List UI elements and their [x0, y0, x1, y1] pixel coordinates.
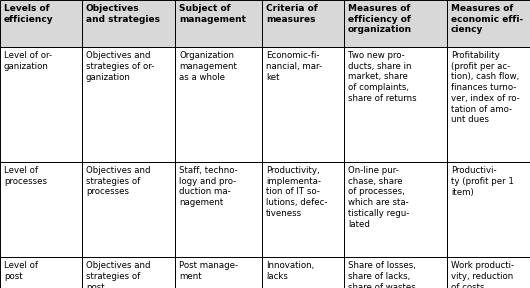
Text: Level of or-
ganization: Level of or- ganization: [4, 51, 52, 71]
Text: Objectives and
strategies of or-
ganization: Objectives and strategies of or- ganizat…: [86, 51, 154, 82]
Text: On-line pur-
chase, share
of processes,
which are sta-
tistically regu-
lated: On-line pur- chase, share of processes, …: [348, 166, 409, 229]
Bar: [0, 162, 82, 257]
Bar: [175, 162, 262, 257]
Bar: [0, 47, 82, 162]
Text: Objectives and
strategies of
post: Objectives and strategies of post: [86, 261, 151, 288]
Text: Subject of
management: Subject of management: [179, 4, 246, 24]
Text: Productivity,
implementa-
tion of IT so-
lutions, defec-
tiveness: Productivity, implementa- tion of IT so-…: [266, 166, 328, 218]
Text: Work producti-
vity, reduction
of costs: Work producti- vity, reduction of costs: [451, 261, 514, 288]
Bar: [82, 162, 175, 257]
Text: Objectives
and strategies: Objectives and strategies: [86, 4, 160, 24]
Bar: [447, 47, 530, 162]
Text: Measures of
efficiency of
organization: Measures of efficiency of organization: [348, 4, 412, 35]
Bar: [447, 257, 530, 288]
Text: Organization
management
as a whole: Organization management as a whole: [179, 51, 237, 82]
Text: Innovation,
lacks: Innovation, lacks: [266, 261, 314, 281]
Bar: [262, 47, 344, 162]
Text: Post manage-
ment: Post manage- ment: [179, 261, 238, 281]
Text: Measures of
economic effi-
ciency: Measures of economic effi- ciency: [451, 4, 523, 35]
Bar: [82, 47, 175, 162]
Text: Share of losses,
share of lacks,
share of wastes: Share of losses, share of lacks, share o…: [348, 261, 416, 288]
Text: Staff, techno-
logy and pro-
duction ma-
nagement: Staff, techno- logy and pro- duction ma-…: [179, 166, 238, 207]
Bar: [0, 0, 82, 47]
Bar: [344, 0, 447, 47]
Text: Level of
processes: Level of processes: [4, 166, 47, 186]
Bar: [447, 0, 530, 47]
Bar: [175, 0, 262, 47]
Text: Level of
post: Level of post: [4, 261, 38, 281]
Bar: [447, 162, 530, 257]
Bar: [82, 257, 175, 288]
Text: Economic-fi-
nancial, mar-
ket: Economic-fi- nancial, mar- ket: [266, 51, 322, 82]
Bar: [0, 257, 82, 288]
Text: Criteria of
measures: Criteria of measures: [266, 4, 318, 24]
Text: Levels of
efficiency: Levels of efficiency: [4, 4, 54, 24]
Bar: [344, 47, 447, 162]
Bar: [262, 0, 344, 47]
Text: Two new pro-
ducts, share in
market, share
of complaints,
share of returns: Two new pro- ducts, share in market, sha…: [348, 51, 417, 103]
Text: Productivi-
ty (profit per 1
item): Productivi- ty (profit per 1 item): [451, 166, 514, 196]
Bar: [175, 47, 262, 162]
Bar: [344, 162, 447, 257]
Text: Objectives and
strategies of
processes: Objectives and strategies of processes: [86, 166, 151, 196]
Text: Profitability
(profit per ac-
tion), cash flow,
finances turno-
ver, index of ro: Profitability (profit per ac- tion), cas…: [451, 51, 520, 124]
Bar: [262, 257, 344, 288]
Bar: [344, 257, 447, 288]
Bar: [262, 162, 344, 257]
Bar: [82, 0, 175, 47]
Bar: [175, 257, 262, 288]
